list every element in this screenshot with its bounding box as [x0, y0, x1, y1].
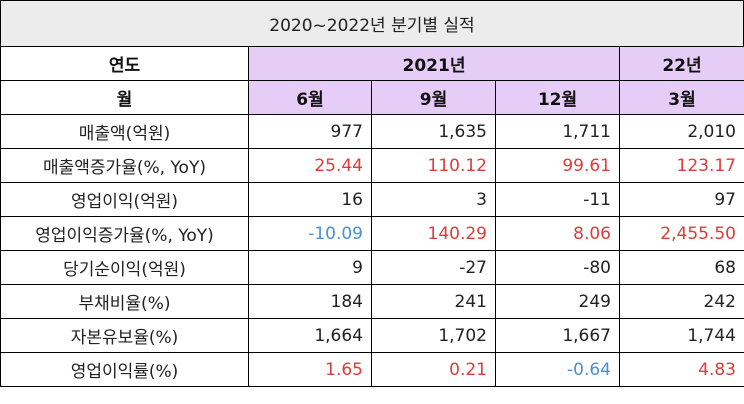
header-month-label: 월 [0, 80, 249, 115]
table-cell: 9 [248, 250, 372, 285]
table-title: 2020~2022년 분기별 실적 [0, 0, 744, 47]
table-row: 영업이익증가율(%, YoY) -10.09 140.29 8.06 2,455… [0, 216, 744, 251]
table-row: 당기순이익(억원) 9 -27 -80 68 [0, 250, 744, 285]
table-cell: 2,455.50 [619, 216, 744, 251]
table-cell: 68 [619, 250, 744, 285]
table-cell: 8.06 [495, 216, 620, 251]
table-cell: 3 [371, 182, 496, 217]
row-label: 매출액(억원) [0, 114, 249, 149]
row-label: 영업이익증가율(%, YoY) [0, 216, 249, 251]
header-row-year: 연도 2021년 22년 [0, 46, 744, 81]
table-cell: 1,635 [371, 114, 496, 149]
row-label: 영업이익률(%) [0, 352, 249, 387]
table-cell: -0.64 [495, 352, 620, 387]
table-row: 매출액증가율(%, YoY) 25.44 110.12 99.61 123.17 [0, 148, 744, 183]
table-cell: 25.44 [248, 148, 372, 183]
header-month-jun: 6월 [248, 80, 372, 115]
header-month-sep: 9월 [371, 80, 496, 115]
table-cell: 4.83 [619, 352, 744, 387]
table-cell: -27 [371, 250, 496, 285]
row-label: 매출액증가율(%, YoY) [0, 148, 249, 183]
table-cell: 1,664 [248, 318, 372, 353]
table-cell: 0.21 [371, 352, 496, 387]
row-label: 부채비율(%) [0, 284, 249, 319]
row-label: 당기순이익(억원) [0, 250, 249, 285]
table-cell: 1,667 [495, 318, 620, 353]
row-label: 자본유보율(%) [0, 318, 249, 353]
table-row: 자본유보율(%) 1,664 1,702 1,667 1,744 [0, 318, 744, 353]
header-year-label: 연도 [0, 46, 249, 81]
table-row: 영업이익(억원) 16 3 -11 97 [0, 182, 744, 217]
table-cell: 1,744 [619, 318, 744, 353]
header-month-mar: 3월 [619, 80, 744, 115]
table-row: 매출액(억원) 977 1,635 1,711 2,010 [0, 114, 744, 149]
table-cell: 1.65 [248, 352, 372, 387]
table-cell: -80 [495, 250, 620, 285]
table-cell: 97 [619, 182, 744, 217]
table-cell: 184 [248, 284, 372, 319]
table-cell: -10.09 [248, 216, 372, 251]
table-cell: 110.12 [371, 148, 496, 183]
table-cell: 2,010 [619, 114, 744, 149]
header-row-month: 월 6월 9월 12월 3월 [0, 80, 744, 115]
table-row: 부채비율(%) 184 241 249 242 [0, 284, 744, 319]
table-cell: 1,711 [495, 114, 620, 149]
table-cell: 241 [371, 284, 496, 319]
header-year-2021: 2021년 [248, 46, 620, 81]
table-cell: 99.61 [495, 148, 620, 183]
row-label: 영업이익(억원) [0, 182, 249, 217]
table-cell: 1,702 [371, 318, 496, 353]
table-cell: 977 [248, 114, 372, 149]
header-year-2022: 22년 [619, 46, 744, 81]
table-cell: 123.17 [619, 148, 744, 183]
header-month-dec: 12월 [495, 80, 620, 115]
table-cell: 140.29 [371, 216, 496, 251]
table-cell: 249 [495, 284, 620, 319]
table-cell: 242 [619, 284, 744, 319]
table-row: 영업이익률(%) 1.65 0.21 -0.64 4.83 [0, 352, 744, 387]
table-cell: -11 [495, 182, 620, 217]
table-cell: 16 [248, 182, 372, 217]
quarterly-performance-table: 연도 2021년 22년 월 6월 9월 12월 3월 매출액(억원) 977 … [0, 46, 744, 387]
